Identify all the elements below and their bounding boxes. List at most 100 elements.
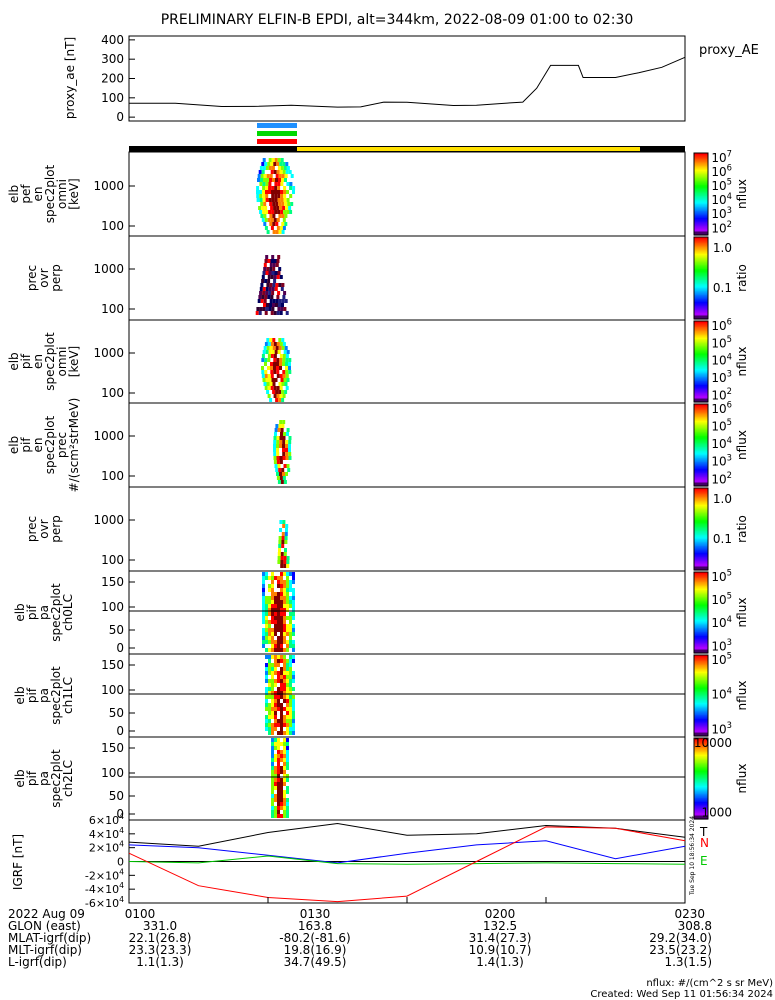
spectrogram-cell [278, 398, 282, 402]
spectrogram-cell [266, 382, 270, 386]
spectrogram-cell [271, 691, 274, 695]
spectrogram-cell [274, 746, 277, 750]
spectrogram-cell [282, 456, 286, 460]
panel-ylabel: pef [19, 184, 33, 204]
spectrogram-cell [274, 727, 277, 731]
spectrogram-cell [277, 794, 280, 798]
spectrogram-cell [277, 671, 280, 675]
colorbar-cell [694, 451, 708, 454]
spectrogram-cell [277, 624, 280, 628]
ytick-label: 100 [101, 219, 124, 233]
spectrogram-cell [278, 382, 282, 386]
spectrogram-cell [271, 378, 275, 382]
colorbar-cell [694, 668, 708, 671]
spectrogram-cell [265, 572, 268, 576]
igrf-ytick-label: 2×104 [89, 840, 124, 855]
spectrogram-cell [273, 440, 277, 444]
colorbar-cell [694, 600, 708, 603]
spectrogram-cell [277, 679, 280, 683]
spectrogram-cell [280, 655, 283, 659]
panel-ylabel: ovr [37, 268, 51, 287]
colorbar-frame [693, 403, 709, 487]
colorbar-cell [694, 194, 708, 196]
spectrogram-cell [292, 648, 295, 652]
colorbar-cell [694, 699, 708, 702]
spectrogram-cell [266, 338, 270, 342]
spectrogram-cell [277, 556, 281, 560]
colorbar-cell [694, 601, 708, 604]
colorbar-cell [694, 366, 708, 369]
spectrogram-cell [286, 762, 289, 766]
spectrogram-cell [283, 738, 286, 742]
colorbar-cell [694, 635, 708, 638]
spectrogram-cell [266, 283, 270, 287]
colorbar-cell [694, 278, 708, 280]
spectrogram-cell [292, 592, 295, 596]
colorbar-cell [694, 702, 708, 705]
spectrogram-cell [280, 564, 284, 568]
panel-frame [128, 653, 686, 738]
spectrogram-cell [274, 600, 277, 604]
spectrogram-cell [277, 464, 281, 468]
spectrogram-cell [289, 628, 292, 632]
colorbar-cell [694, 550, 708, 553]
spectrogram-cell [268, 182, 272, 186]
spectrogram-data [256, 158, 296, 234]
spectrogram-cell [277, 596, 280, 600]
time-axis-value: 163.8 [298, 919, 332, 933]
colorbar-frame [693, 152, 709, 236]
colorbar-cell [694, 341, 708, 344]
spectrogram-cell [262, 166, 266, 170]
spectrogram-cell [279, 440, 283, 444]
spectrogram-cell [272, 303, 275, 307]
spectrogram-cell [280, 790, 283, 794]
colorbar-cell [694, 655, 708, 657]
spectrogram-cell [268, 640, 271, 644]
spectrogram-cell [256, 186, 260, 190]
spectrogram-cell [278, 178, 281, 182]
spectrogram-cell [265, 350, 269, 354]
colorbar-cell [694, 522, 708, 525]
spectrogram-cell [289, 719, 292, 723]
colorbar-cell [694, 500, 708, 503]
spectrogram-cell [275, 230, 279, 234]
colorbar-cell [694, 264, 708, 267]
spectrogram-cell [271, 750, 274, 754]
spectrogram-cell [276, 275, 280, 279]
spectrogram-cell [283, 190, 286, 194]
spectrogram-cell [276, 162, 280, 166]
spectrogram-cell [279, 170, 283, 174]
spectrogram-cell [260, 202, 264, 206]
ytick-label: 100 [101, 600, 124, 614]
igrf-extra-line [128, 826, 686, 903]
colorbar-cell [694, 577, 708, 580]
spectrogram-cell [268, 727, 271, 731]
spectrogram-cell [268, 707, 271, 711]
spectrogram-cell [277, 584, 280, 588]
colorbar-cell [694, 295, 708, 298]
colorbar-tick-label: 1000 [701, 805, 732, 819]
colorbar-cell [694, 806, 708, 809]
colorbar-cell [694, 169, 708, 172]
ytick-label: 0 [116, 807, 124, 821]
spectrogram-cell [273, 444, 276, 448]
spectrogram-cell [280, 770, 283, 774]
spectrogram-cell [289, 655, 292, 659]
spectrogram-cell [274, 655, 277, 659]
spectrogram-cell [274, 806, 277, 810]
spectrogram-cell [286, 378, 290, 382]
spectrogram-cell [286, 572, 289, 576]
spectrogram-cell [266, 390, 270, 394]
colorbar-cell [694, 775, 708, 778]
spectrogram-cell [283, 604, 286, 608]
spectrogram-cell [283, 758, 286, 762]
spectrogram-cell [273, 452, 277, 456]
spectrogram-cell [271, 604, 274, 608]
time-axis-value: 22.1(26.8) [129, 931, 192, 945]
colorbar-cell [694, 751, 708, 754]
spectrogram-cell [265, 667, 268, 671]
spectrogram-cell [271, 190, 274, 194]
spectrogram-cell [278, 230, 282, 234]
colorbar-cell [694, 473, 708, 476]
spectrogram-cell [257, 299, 261, 303]
